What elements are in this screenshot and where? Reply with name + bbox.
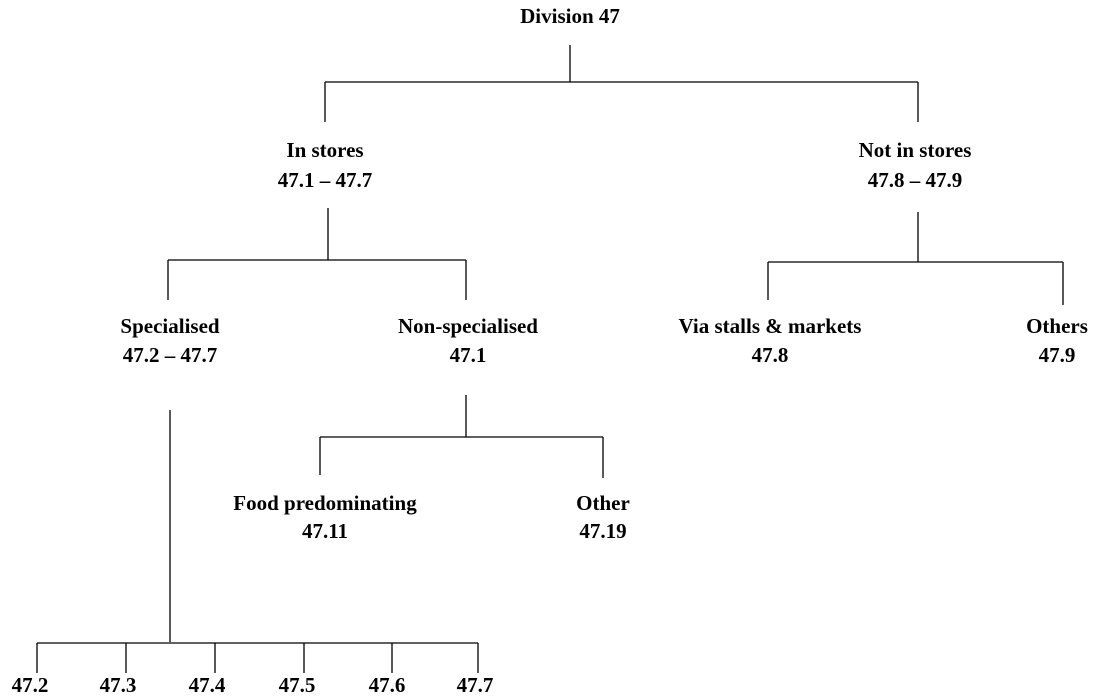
node-label: Other bbox=[576, 491, 630, 515]
node-label: Specialised bbox=[120, 314, 219, 338]
node-label: Not in stores bbox=[859, 138, 972, 162]
leaf-code: 47.5 bbox=[279, 673, 316, 697]
node-label: Via stalls & markets bbox=[679, 314, 862, 338]
node-label: Food predominating bbox=[233, 491, 417, 515]
edge bbox=[324, 45, 919, 122]
root-label: Division 47 bbox=[520, 4, 620, 28]
edge bbox=[767, 212, 1064, 305]
node-label: In stores bbox=[286, 138, 363, 162]
leaf-code: 47.7 bbox=[457, 673, 494, 697]
leaf-code: 47.6 bbox=[369, 673, 406, 697]
node-code: 47.8 – 47.9 bbox=[868, 168, 963, 192]
node-code: 47.1 – 47.7 bbox=[278, 168, 373, 192]
edges bbox=[36, 45, 1064, 673]
leaf-code: 47.4 bbox=[189, 673, 226, 697]
edge bbox=[36, 410, 479, 673]
node-code: 47.2 – 47.7 bbox=[123, 343, 218, 367]
node-code: 47.8 bbox=[752, 343, 789, 367]
leaf-code: 47.3 bbox=[100, 673, 137, 697]
edge bbox=[319, 395, 604, 478]
node-code: 47.9 bbox=[1039, 343, 1076, 367]
node-label: Non-specialised bbox=[398, 314, 538, 338]
node-code: 47.11 bbox=[302, 519, 348, 543]
edge bbox=[167, 208, 467, 300]
leaf-code: 47.2 bbox=[12, 673, 49, 697]
node-label: Others bbox=[1026, 314, 1088, 338]
node-code: 47.1 bbox=[450, 343, 487, 367]
node-code: 47.19 bbox=[579, 519, 626, 543]
